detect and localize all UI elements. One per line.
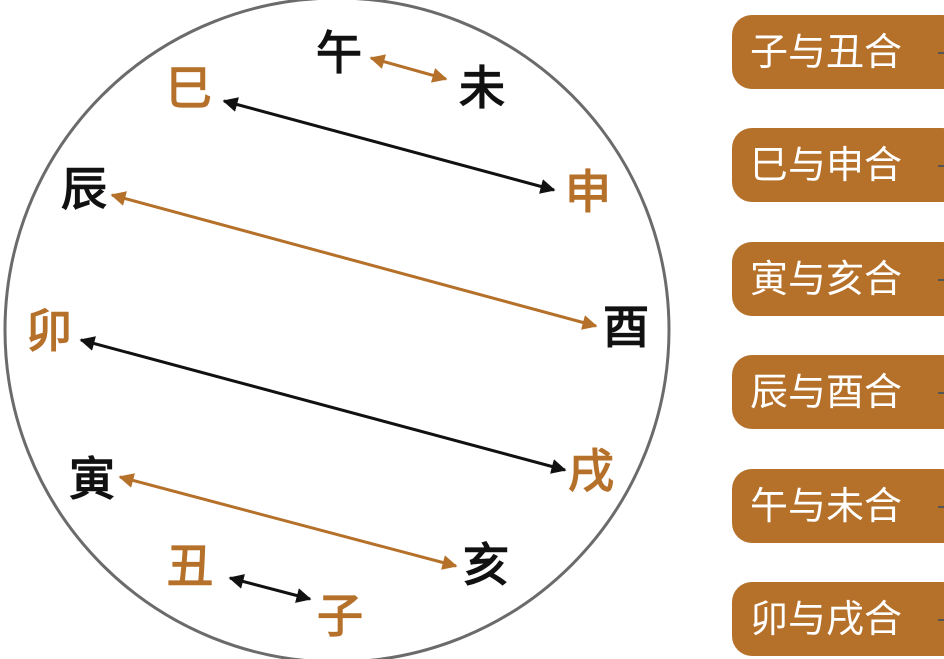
combination-pill-5: 午与未合 bbox=[732, 469, 944, 543]
arrow-si-shen bbox=[222, 97, 556, 194]
pill-tick-3 bbox=[938, 279, 944, 281]
branch-wu: 午 bbox=[316, 26, 362, 80]
branch-chen: 辰 bbox=[61, 162, 107, 216]
pill-tick-1 bbox=[938, 52, 944, 54]
pill-tick-6 bbox=[938, 619, 944, 621]
arrow-mao-xu bbox=[79, 336, 567, 474]
branch-wei: 未 bbox=[459, 61, 505, 115]
arrow-yin-hai bbox=[118, 473, 458, 570]
arrow-chen-you bbox=[110, 191, 598, 330]
branch-hai: 亥 bbox=[463, 538, 509, 592]
branch-wheel bbox=[3, 0, 671, 659]
branch-shen: 申 bbox=[565, 165, 611, 219]
combination-pill-1: 子与丑合 bbox=[732, 15, 944, 89]
wheel-circle bbox=[3, 0, 671, 659]
combination-pill-4: 辰与酉合 bbox=[732, 355, 944, 429]
combination-pill-2: 巳与申合 bbox=[732, 128, 944, 202]
branch-zi: 子 bbox=[317, 589, 363, 643]
pill-tick-2 bbox=[938, 165, 944, 167]
arrow-chou-zi bbox=[228, 574, 312, 603]
branch-chou: 丑 bbox=[167, 539, 213, 593]
combination-pill-6: 卯与戌合 bbox=[732, 582, 944, 656]
pill-tick-5 bbox=[938, 506, 944, 508]
arrow-wu-wei bbox=[369, 54, 448, 83]
branch-si: 巳 bbox=[166, 61, 212, 115]
combination-pill-3: 寅与亥合 bbox=[732, 242, 944, 316]
branch-you: 酉 bbox=[603, 300, 649, 354]
branch-xu: 戌 bbox=[568, 444, 614, 498]
pill-tick-4 bbox=[938, 392, 944, 394]
branch-yin: 寅 bbox=[69, 452, 115, 506]
branch-mao: 卯 bbox=[26, 304, 72, 358]
